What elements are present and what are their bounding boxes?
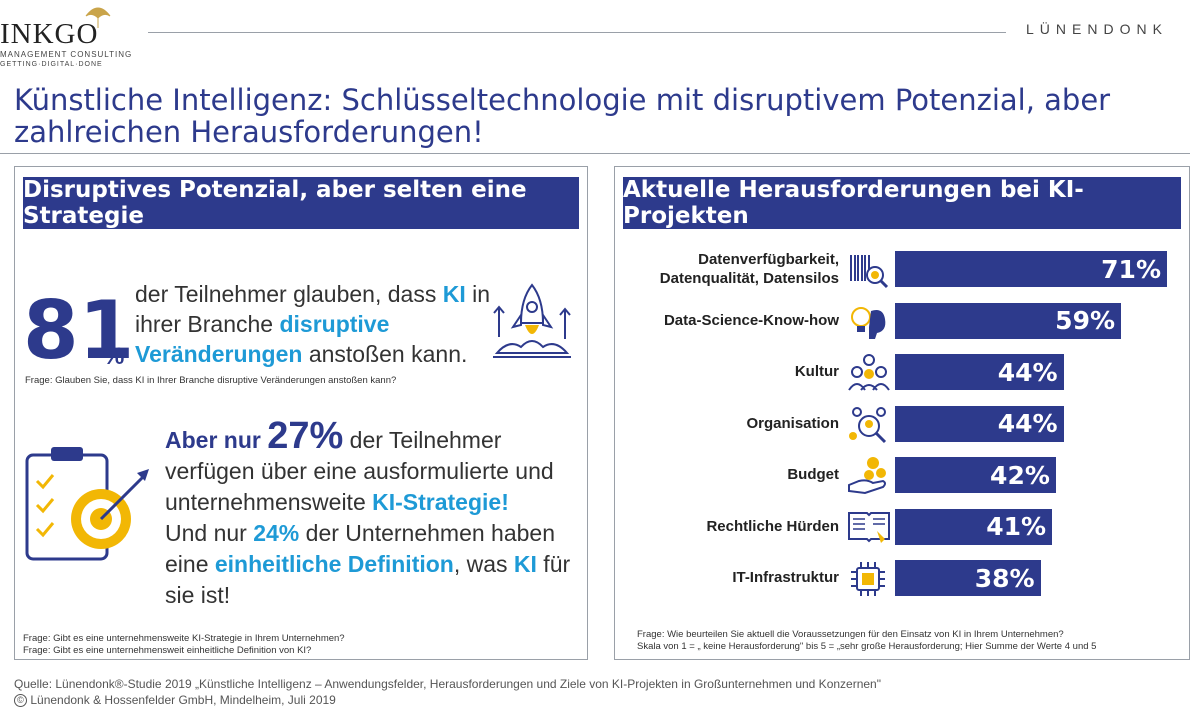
logo-wordmark: INKGO [0, 18, 99, 50]
stat-27-text: Aber nur 27% der Teilnehmer verfügen übe… [165, 417, 575, 611]
organization-search-icon [849, 406, 887, 443]
source-note: Quelle: Lünendonk®-Studie 2019 „Künstlic… [14, 677, 881, 691]
people-group-icon [848, 354, 890, 391]
logo-tagline: GETTING·DIGITAL·DONE [0, 61, 103, 68]
stat-24-text-b: Und nur [165, 520, 254, 546]
title-divider [0, 153, 1190, 154]
stat-81-disruptive: disruptive Veränderungen [135, 311, 390, 367]
rocket-icon [493, 283, 571, 358]
right-panel-heading: Aktuelle Herausforderungen bei KI-Projek… [623, 177, 1181, 229]
copyright-line: © Lünendonk & Hossenfelder GmbH, Mindelh… [14, 693, 336, 708]
stat-81-number: 81 [23, 284, 135, 377]
bar-category-label: Kultur [794, 363, 839, 380]
logo-subtitle: MANAGEMENT CONSULTING [0, 50, 133, 59]
brand-name: LÜNENDONK [1026, 21, 1168, 37]
bar-category-label: Datenverfügbarkeit, Datenqualität, Daten… [659, 251, 839, 287]
stat-24-text-d: , was [453, 551, 514, 577]
stat-81-text-c: anstoßen kann. [302, 341, 468, 367]
stat-27-text-a: der Teilnehmer verfügen über eine ausfor… [165, 427, 554, 515]
bar: 44% [895, 405, 1064, 442]
bar-value-label: 59% [1055, 306, 1116, 335]
bar-category-label: Data-Science-Know-how [663, 311, 839, 329]
ginkgo-leaf-icon [85, 7, 111, 28]
bar-row: Rechtliche Hürden 41% [625, 507, 1185, 547]
chip-icon [851, 562, 885, 596]
coins-hand-icon [848, 457, 886, 495]
left-panel: Disruptives Potenzial, aber selten eine … [14, 166, 588, 660]
stat-24-ki: KI [513, 551, 537, 577]
bar: 38% [895, 560, 1041, 596]
bar-category-label: Organisation [746, 414, 839, 432]
right-panel: Aktuelle Herausforderungen bei KI-Projek… [614, 166, 1190, 660]
stat-81-text-a: der Teilnehmer glauben, dass [135, 281, 443, 307]
stat-24-text-e: für sie ist! [165, 551, 571, 608]
copyright-icon: © [14, 694, 27, 708]
bar: 41% [895, 508, 1053, 545]
bar-value-label: 41% [986, 512, 1047, 541]
stat-24-definition: einheitliche Definition [214, 551, 454, 577]
clipboard-target-icon [25, 447, 149, 561]
bar-value-label: 44% [997, 409, 1058, 438]
stat-27-lead: Aber nur [165, 427, 268, 453]
stat-24-number: 24% [253, 520, 300, 546]
bar-row: Datenverfügbarkeit, Datenqualität, Daten… [625, 249, 1185, 289]
bar-row: Data-Science-Know-how 59% [625, 301, 1185, 341]
bar-row: Budget 42% [625, 455, 1185, 495]
bar: 42% [895, 457, 1056, 493]
bar-category-label: IT-Infrastruktur [732, 569, 839, 586]
bar: 59% [895, 302, 1122, 339]
brain-lightbulb-icon [851, 306, 886, 339]
stat-27-strategy: KI-Strategie! [372, 489, 509, 515]
copyright-text: Lünendonk & Hossenfelder GmbH, Mindelhei… [30, 693, 336, 707]
stat-81-text-b: in ihrer Branche [135, 281, 491, 337]
stat-81-ki: KI [442, 281, 466, 307]
stat-81-unit: % [103, 343, 125, 370]
bar-value-label: 42% [990, 460, 1050, 490]
stat-81-question: Frage: Glauben Sie, dass KI in Ihrer Bra… [25, 375, 397, 386]
definition-question: Frage: Gibt es eine unternehmensweit ein… [23, 645, 312, 656]
bar-value-label: 38% [974, 563, 1035, 593]
bar-category-label: Budget [787, 466, 839, 483]
strategy-question: Frage: Gibt es eine unternehmensweite KI… [23, 633, 345, 644]
page-title: Künstliche Intelligenz: Schlüsseltechnol… [14, 83, 1111, 149]
inkgo-logo: INKGO MANAGEMENT CONSULTING GETTING·DIGI… [0, 4, 135, 74]
bar-value-label: 71% [1101, 254, 1161, 284]
header-divider [148, 32, 1006, 33]
bar: 44% [895, 354, 1064, 390]
stat-81-text: der Teilnehmer glauben, dass KI in ihrer… [135, 279, 495, 369]
bar-row: Kultur 44% [625, 352, 1185, 392]
barcode-magnifier-icon [850, 255, 889, 289]
bar-value-label: 44% [997, 357, 1058, 387]
bar: 71% [895, 251, 1167, 287]
bar-row: Organisation 44% [625, 404, 1185, 444]
bar-row: IT-Infrastruktur 38% [625, 558, 1185, 598]
stat-24-text-c: der Unternehmen haben eine [165, 520, 555, 577]
challenges-question: Frage: Wie beurteilen Sie aktuell die Vo… [637, 629, 1064, 640]
left-panel-heading: Disruptives Potenzial, aber selten eine … [23, 177, 579, 229]
bar-category-label: Rechtliche Hürden [706, 517, 839, 535]
challenges-scale-note: Skala von 1 = „ keine Herausforderung" b… [637, 641, 1097, 652]
stat-27-number: 27% [267, 415, 344, 457]
law-book-icon [848, 511, 890, 543]
